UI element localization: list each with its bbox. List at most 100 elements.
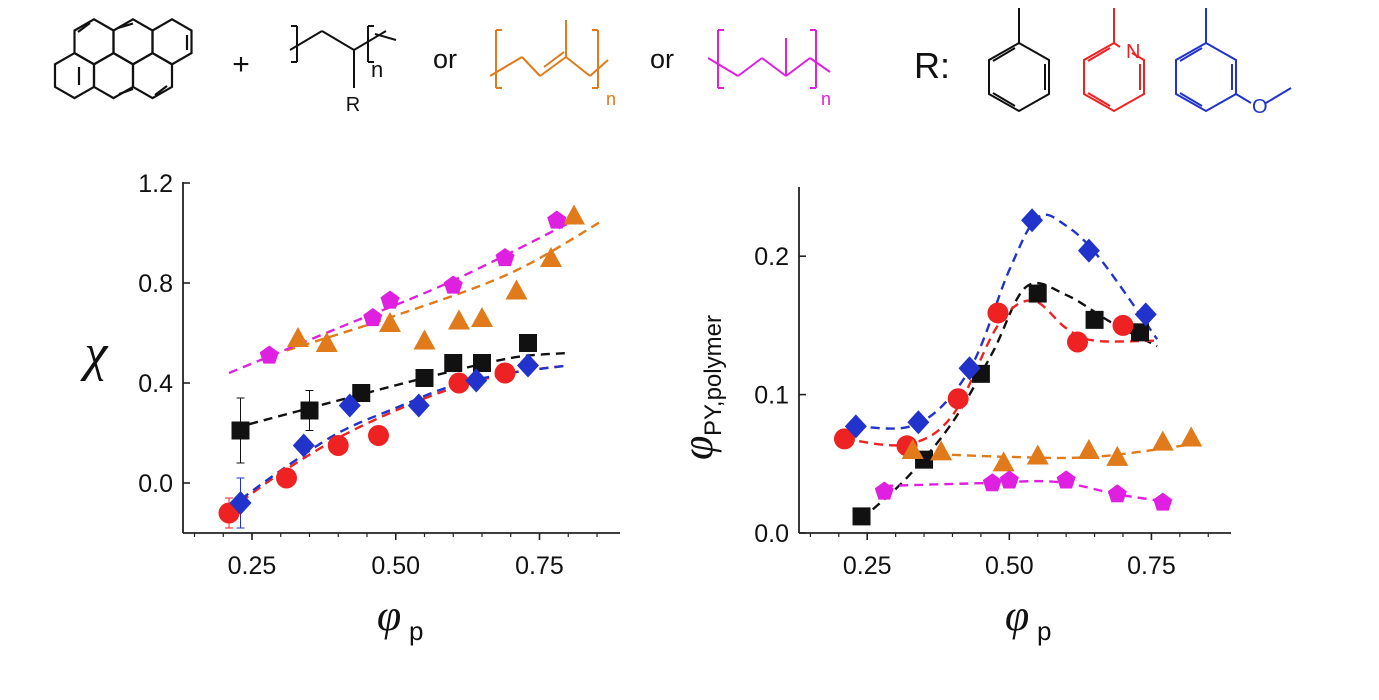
axes — [798, 187, 1231, 534]
data-point-magenta — [1107, 484, 1127, 503]
x-tick-label: 0.50 — [371, 552, 420, 580]
data-point-blue — [844, 414, 867, 439]
data-point-blue — [517, 353, 539, 378]
repeat-index-n-orange: n — [606, 89, 616, 109]
data-point-magenta — [380, 290, 400, 309]
data-point-orange — [448, 309, 470, 330]
data-point-red — [987, 302, 1009, 324]
data-point-orange — [471, 307, 493, 327]
data-point-blue — [1077, 238, 1100, 263]
y-tick-label: 1.2 — [138, 170, 173, 198]
chi-vs-phi-chart: 0.0 0.4 0.8 1.2 0.25 0.50 0.75 χ φ p — [80, 170, 620, 646]
data-point-orange — [563, 204, 585, 225]
pyridyl-structure — [1083, 8, 1145, 113]
data-point-red — [1067, 331, 1089, 353]
hydrogenated-polymer-structure — [707, 29, 831, 89]
data-point-blue — [338, 393, 361, 418]
data-markers — [218, 204, 585, 529]
data-point-black — [519, 334, 537, 352]
data-point-black — [473, 354, 491, 372]
x-tick-label: 0.50 — [985, 552, 1034, 580]
x-tick-label: 0.25 — [843, 552, 892, 580]
fit-line-black — [860, 281, 1158, 521]
x-axis-label-subscript: p — [409, 616, 423, 646]
data-point-blue — [407, 393, 430, 418]
data-point-blue — [958, 356, 981, 381]
data-point-magenta — [999, 470, 1019, 489]
x-tick-label: 0.75 — [1127, 552, 1176, 580]
pyridine-nitrogen-label: N — [1126, 41, 1140, 63]
data-point-red — [368, 425, 389, 446]
fit-line-magenta — [884, 479, 1163, 503]
methoxyphenyl-structure — [1175, 8, 1292, 113]
polyisoprene-structure — [489, 20, 609, 89]
x-axis-label-subscript: p — [1037, 616, 1051, 646]
data-point-blue — [292, 433, 315, 458]
fit-line-red — [228, 364, 569, 512]
data-point-orange — [505, 279, 528, 300]
axes — [182, 182, 620, 534]
data-point-orange — [287, 327, 309, 347]
data-point-black — [300, 401, 319, 420]
y-tick-label: 0.0 — [138, 470, 173, 498]
phenyl-structure — [988, 8, 1050, 113]
data-point-red — [276, 467, 297, 489]
data-point-orange — [1026, 444, 1049, 465]
or-text-1: or — [433, 44, 457, 74]
data-point-black — [352, 384, 371, 402]
data-markers — [833, 208, 1203, 526]
data-point-magenta — [547, 210, 567, 229]
data-point-black — [1028, 284, 1047, 303]
data-point-red — [494, 362, 516, 384]
phi-py-polymer-chart: 0.0 0.1 0.2 0.25 0.50 0.75 φ PY,polymer φ p — [673, 187, 1231, 646]
data-point-red — [947, 388, 969, 410]
repeat-index-n-magenta: n — [821, 89, 831, 109]
data-point-red — [448, 372, 470, 394]
data-point-orange — [901, 438, 924, 459]
data-point-orange — [1077, 438, 1100, 459]
data-point-orange — [1106, 445, 1129, 466]
data-point-magenta — [259, 345, 279, 364]
fit-line-orange — [906, 443, 1192, 460]
data-point-black — [415, 369, 434, 387]
data-point-orange — [992, 451, 1015, 472]
data-point-orange — [315, 332, 338, 352]
data-point-black — [1131, 323, 1150, 342]
x-axis-label: φ — [1005, 591, 1029, 640]
x-ticks: 0.25 0.50 0.75 — [809, 533, 1209, 580]
r-group-label: R: — [914, 45, 950, 86]
fit-line-magenta — [228, 219, 575, 375]
fit-line-blue — [228, 364, 569, 509]
data-point-orange — [413, 329, 436, 350]
repeat-index-n: n — [371, 57, 383, 82]
x-ticks: 0.25 0.50 0.75 — [193, 533, 598, 580]
data-point-orange — [540, 247, 562, 267]
data-point-magenta — [874, 481, 894, 500]
data-point-orange — [379, 312, 401, 332]
data-point-magenta — [443, 275, 463, 294]
data-point-magenta — [982, 473, 1002, 492]
y-tick-label: 0.8 — [138, 270, 173, 298]
data-point-blue — [465, 368, 488, 393]
y-axis-label: φ — [673, 436, 722, 460]
data-point-magenta — [1153, 492, 1173, 511]
x-axis-label: φ — [377, 591, 401, 640]
pyrene-structure — [53, 18, 193, 100]
y-axis-label-subscript: PY,polymer — [700, 315, 727, 436]
fit-line-black — [234, 351, 569, 430]
data-point-orange — [1151, 430, 1174, 451]
methoxy-oxygen-label: O — [1252, 96, 1268, 118]
y-axis-label-group: φ PY,polymer — [673, 315, 727, 460]
data-point-black — [852, 507, 871, 526]
data-point-red — [1112, 314, 1134, 336]
data-point-magenta — [495, 248, 515, 267]
data-point-black — [1085, 310, 1104, 329]
data-point-blue — [229, 491, 252, 515]
y-tick-label: 0.0 — [754, 520, 789, 548]
data-point-blue — [907, 410, 930, 435]
data-point-black — [231, 421, 250, 440]
data-point-orange — [1180, 426, 1203, 447]
polymer-r-structure — [289, 25, 397, 88]
data-point-magenta — [1056, 470, 1076, 489]
